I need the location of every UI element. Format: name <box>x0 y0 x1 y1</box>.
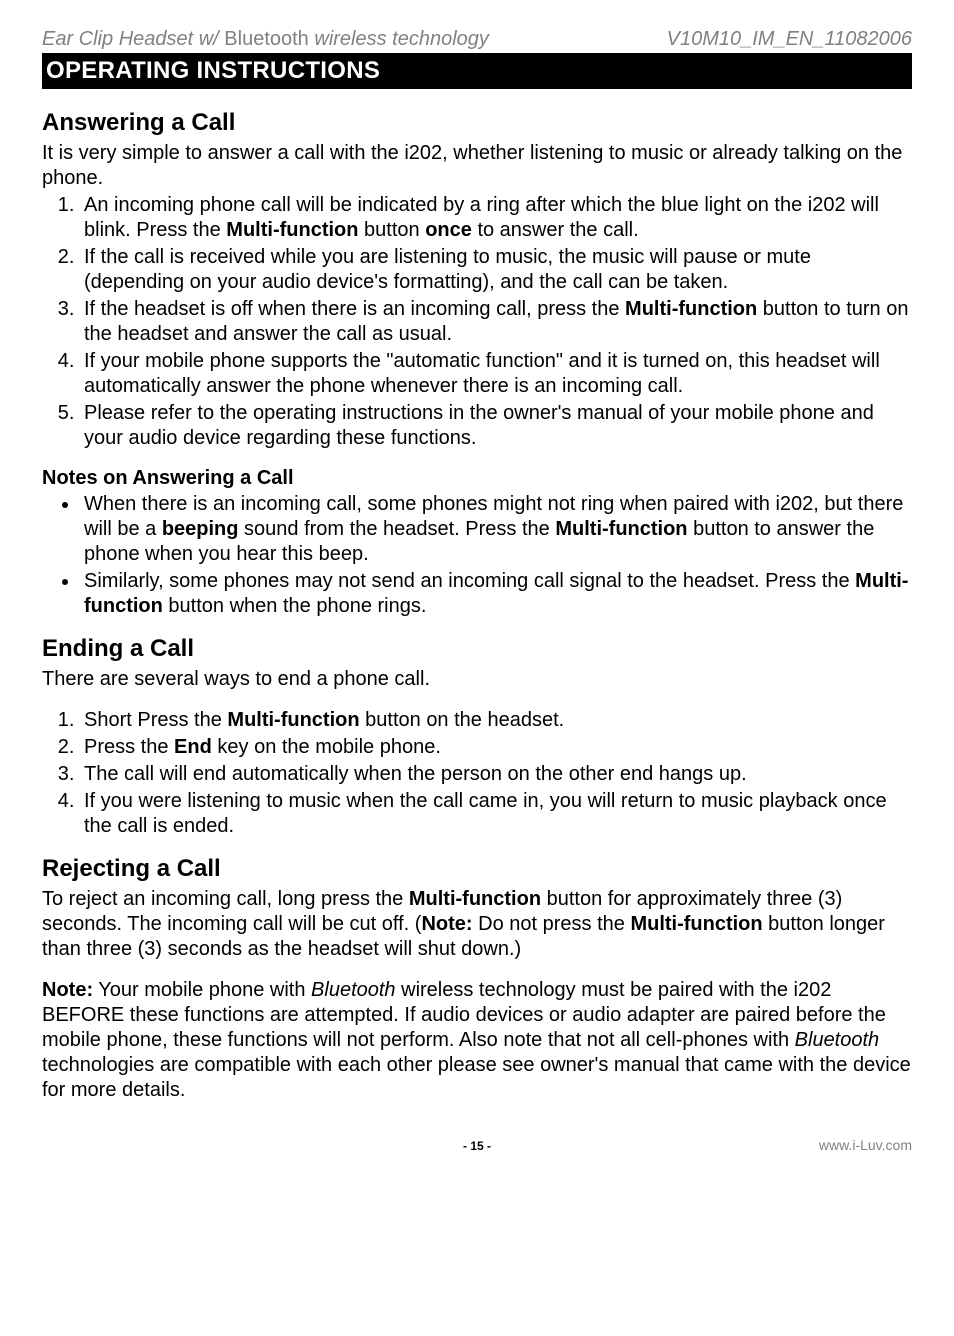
list-item: If the call is received while you are li… <box>80 245 912 295</box>
list-item: Short Press the Multi-function button on… <box>80 708 912 733</box>
document-page: Ear Clip Headset w/ Bluetooth wireless t… <box>0 0 954 1171</box>
text-bold: End <box>174 736 212 758</box>
text-bold: beeping <box>162 518 239 540</box>
heading-rejecting: Rejecting a Call <box>42 855 912 883</box>
text: to answer the call. <box>472 219 639 241</box>
text-bold: Multi-function <box>630 913 762 935</box>
text: key on the mobile phone. <box>212 736 441 758</box>
text-bold: Multi-function <box>625 298 757 320</box>
answering-notes-list: When there is an incoming call, some pho… <box>42 492 912 619</box>
text: technologies are compatible with each ot… <box>42 1054 911 1101</box>
list-item: When there is an incoming call, some pho… <box>80 492 912 567</box>
text: If you were listening to music when the … <box>84 790 887 837</box>
text-bold: Note: <box>42 979 93 1001</box>
text: If the call is received while you are li… <box>84 246 811 293</box>
heading-ending: Ending a Call <box>42 635 912 663</box>
text: Your mobile phone with <box>93 979 311 1001</box>
answering-list: An incoming phone call will be indicated… <box>42 193 912 451</box>
running-header-left-3: wireless technology <box>309 28 489 50</box>
running-header-right: V10M10_IM_EN_11082006 <box>667 28 912 51</box>
footer-url: www.i-Luv.com <box>625 1137 912 1153</box>
ending-intro: There are several ways to end a phone ca… <box>42 667 912 692</box>
running-header: Ear Clip Headset w/ Bluetooth wireless t… <box>42 28 912 51</box>
text: button when the phone rings. <box>163 595 427 617</box>
list-item: Similarly, some phones may not send an i… <box>80 569 912 619</box>
text: The call will end automatically when the… <box>84 763 747 785</box>
text: If the headset is off when there is an i… <box>84 298 625 320</box>
text: button <box>358 219 425 241</box>
text-bold: Multi-function <box>227 709 359 731</box>
text-bold: once <box>425 219 472 241</box>
list-item: If the headset is off when there is an i… <box>80 297 912 347</box>
page-footer: - 15 - www.i-Luv.com <box>42 1137 912 1153</box>
text-bold: Note: <box>421 913 472 935</box>
text-bold: Multi-function <box>226 219 358 241</box>
running-header-left-2: Bluetooth <box>224 28 309 50</box>
section-title-bar: OPERATING INSTRUCTIONS <box>42 53 912 89</box>
rejecting-p1: To reject an incoming call, long press t… <box>42 887 912 962</box>
text-italic: Bluetooth <box>795 1029 880 1051</box>
list-item: If you were listening to music when the … <box>80 789 912 839</box>
running-header-left: Ear Clip Headset w/ Bluetooth wireless t… <box>42 28 489 51</box>
answering-intro: It is very simple to answer a call with … <box>42 141 912 191</box>
list-item: If your mobile phone supports the "autom… <box>80 349 912 399</box>
list-item: An incoming phone call will be indicated… <box>80 193 912 243</box>
text: sound from the headset. Press the <box>238 518 555 540</box>
text: Press the <box>84 736 174 758</box>
heading-answering: Answering a Call <box>42 109 912 137</box>
list-item: The call will end automatically when the… <box>80 762 912 787</box>
page-number: - 15 - <box>463 1139 491 1153</box>
ending-list: Short Press the Multi-function button on… <box>42 708 912 839</box>
text-bold: Multi-function <box>555 518 687 540</box>
text: To reject an incoming call, long press t… <box>42 888 409 910</box>
rejecting-p2: Note: Your mobile phone with Bluetooth w… <box>42 978 912 1103</box>
text: If your mobile phone supports the "autom… <box>84 350 880 397</box>
text: Similarly, some phones may not send an i… <box>84 570 855 592</box>
text: Do not press the <box>473 913 631 935</box>
running-header-left-1: Ear Clip Headset w/ <box>42 28 224 50</box>
heading-notes-answering: Notes on Answering a Call <box>42 467 912 490</box>
text: Please refer to the operating instructio… <box>84 402 874 449</box>
list-item: Please refer to the operating instructio… <box>80 401 912 451</box>
text-italic: Bluetooth <box>311 979 396 1001</box>
text-bold: Multi-function <box>409 888 541 910</box>
text: Short Press the <box>84 709 227 731</box>
list-item: Press the End key on the mobile phone. <box>80 735 912 760</box>
text: button on the headset. <box>360 709 565 731</box>
